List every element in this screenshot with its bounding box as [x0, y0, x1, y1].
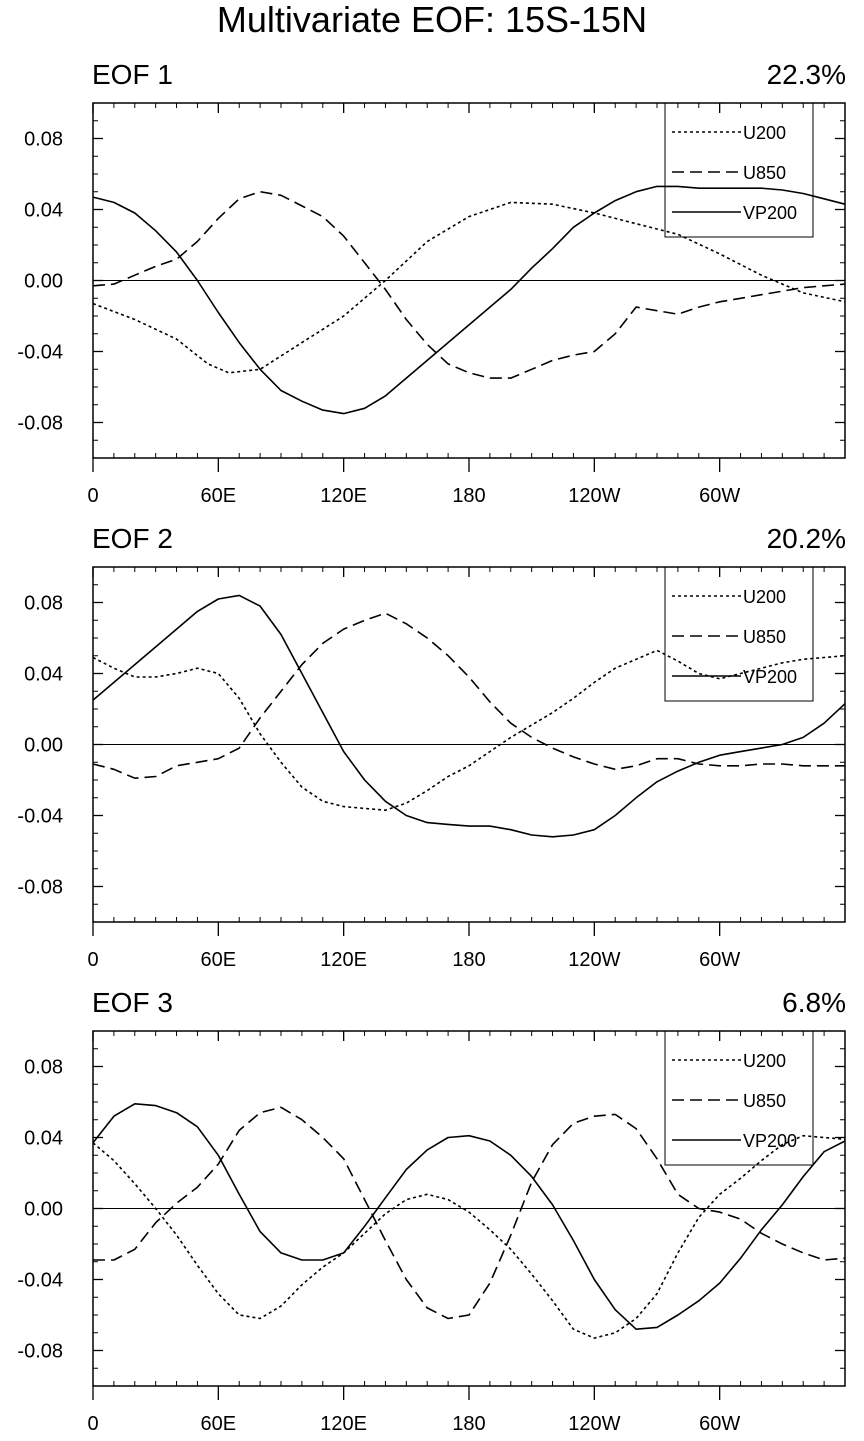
y-tick-label: 0.04: [24, 1128, 63, 1150]
y-tick-label: 0.04: [24, 200, 63, 222]
y-tick-label: -0.04: [17, 1270, 63, 1292]
variance-label: 6.8%: [782, 987, 846, 1018]
legend: U200 U850 VP200: [664, 566, 814, 702]
panel-label: EOF 2: [92, 523, 173, 554]
series-line-vp200: [92, 1103, 846, 1330]
legend: U200 U850 VP200: [664, 1030, 814, 1166]
variance-label: 20.2%: [767, 523, 846, 554]
y-tick-label: -0.08: [17, 877, 63, 899]
x-tick-label: 180: [452, 949, 485, 971]
legend-label: VP200: [743, 203, 797, 223]
x-tick-label: 60W: [699, 1413, 740, 1435]
panel-label: EOF 1: [92, 59, 173, 90]
y-tick-label: 0.00: [24, 1199, 63, 1221]
legend-label: VP200: [743, 1131, 797, 1151]
plot-frame: [92, 102, 846, 459]
eof1-chart: EOF 1 22.3% 0 60E 120E 180 120W 60W 0.08 0.04 0.00…: [17, 59, 846, 507]
x-tick-label: 120W: [568, 949, 620, 971]
y-tick-label: 0.00: [24, 735, 63, 757]
x-tick-label: 120W: [568, 1413, 620, 1435]
series-line-u200: [92, 201, 846, 374]
series-line-u850: [92, 612, 845, 779]
series-line-u850: [93, 1106, 846, 1320]
y-tick-label: 0.08: [24, 593, 63, 615]
x-tick-label: 120E: [320, 1413, 367, 1435]
x-tick-label: 120E: [320, 485, 367, 507]
eof3-chart: EOF 3 6.8% 0 60E 120E 180 120W 60W 0.08 0.04 0.00 -…: [17, 987, 846, 1435]
x-tick-label: 180: [452, 1413, 485, 1435]
y-tick-label: 0.08: [24, 129, 63, 151]
legend-box: [664, 102, 814, 238]
x-tick-label: 180: [452, 485, 485, 507]
legend-label: U200: [743, 1051, 786, 1071]
series-line-u200: [92, 649, 846, 811]
series-line-vp200: [92, 185, 846, 415]
x-tick-label: 0: [87, 1413, 98, 1435]
legend-box: [664, 566, 814, 702]
y-tick-label: 0.04: [24, 664, 63, 686]
y-tick-label: 0.00: [24, 271, 63, 293]
x-tick-label: 60E: [201, 949, 237, 971]
plot-frame: [92, 1030, 846, 1387]
y-tick-label: -0.08: [17, 413, 63, 435]
legend-label: U850: [743, 627, 786, 647]
legend-label: U200: [743, 123, 786, 143]
variance-label: 22.3%: [767, 59, 846, 90]
legend-label: U850: [743, 163, 786, 183]
y-tick-label: -0.04: [17, 342, 63, 364]
x-tick-label: 0: [87, 949, 98, 971]
y-tick-label: 0.08: [24, 1057, 63, 1079]
x-tick-label: 60W: [699, 949, 740, 971]
legend-label: U850: [743, 1091, 786, 1111]
panel-label: EOF 3: [92, 987, 173, 1018]
legend: U200 U850 VP200: [664, 102, 814, 238]
legend-label: VP200: [743, 667, 797, 687]
eof2-chart: EOF 2 20.2% 0 60E 120E 180 120W 60W 0.08 0.04 0.00…: [17, 523, 846, 971]
legend-box: [664, 1030, 814, 1166]
y-tick-label: -0.08: [17, 1341, 63, 1363]
x-tick-label: 0: [87, 485, 98, 507]
series-line-u200: [92, 1134, 846, 1339]
x-tick-label: 60E: [201, 1413, 237, 1435]
series-line-vp200: [92, 594, 846, 838]
legend-label: U200: [743, 587, 786, 607]
plot-frame: [92, 566, 846, 923]
x-tick-label: 120E: [320, 949, 367, 971]
chart-title: Multivariate EOF: 15S-15N: [216, 0, 648, 40]
y-tick-label: -0.04: [17, 806, 63, 828]
series-line-u850: [92, 190, 846, 379]
x-tick-label: 60E: [201, 485, 237, 507]
x-tick-label: 120W: [568, 485, 620, 507]
x-tick-label: 60W: [699, 485, 740, 507]
